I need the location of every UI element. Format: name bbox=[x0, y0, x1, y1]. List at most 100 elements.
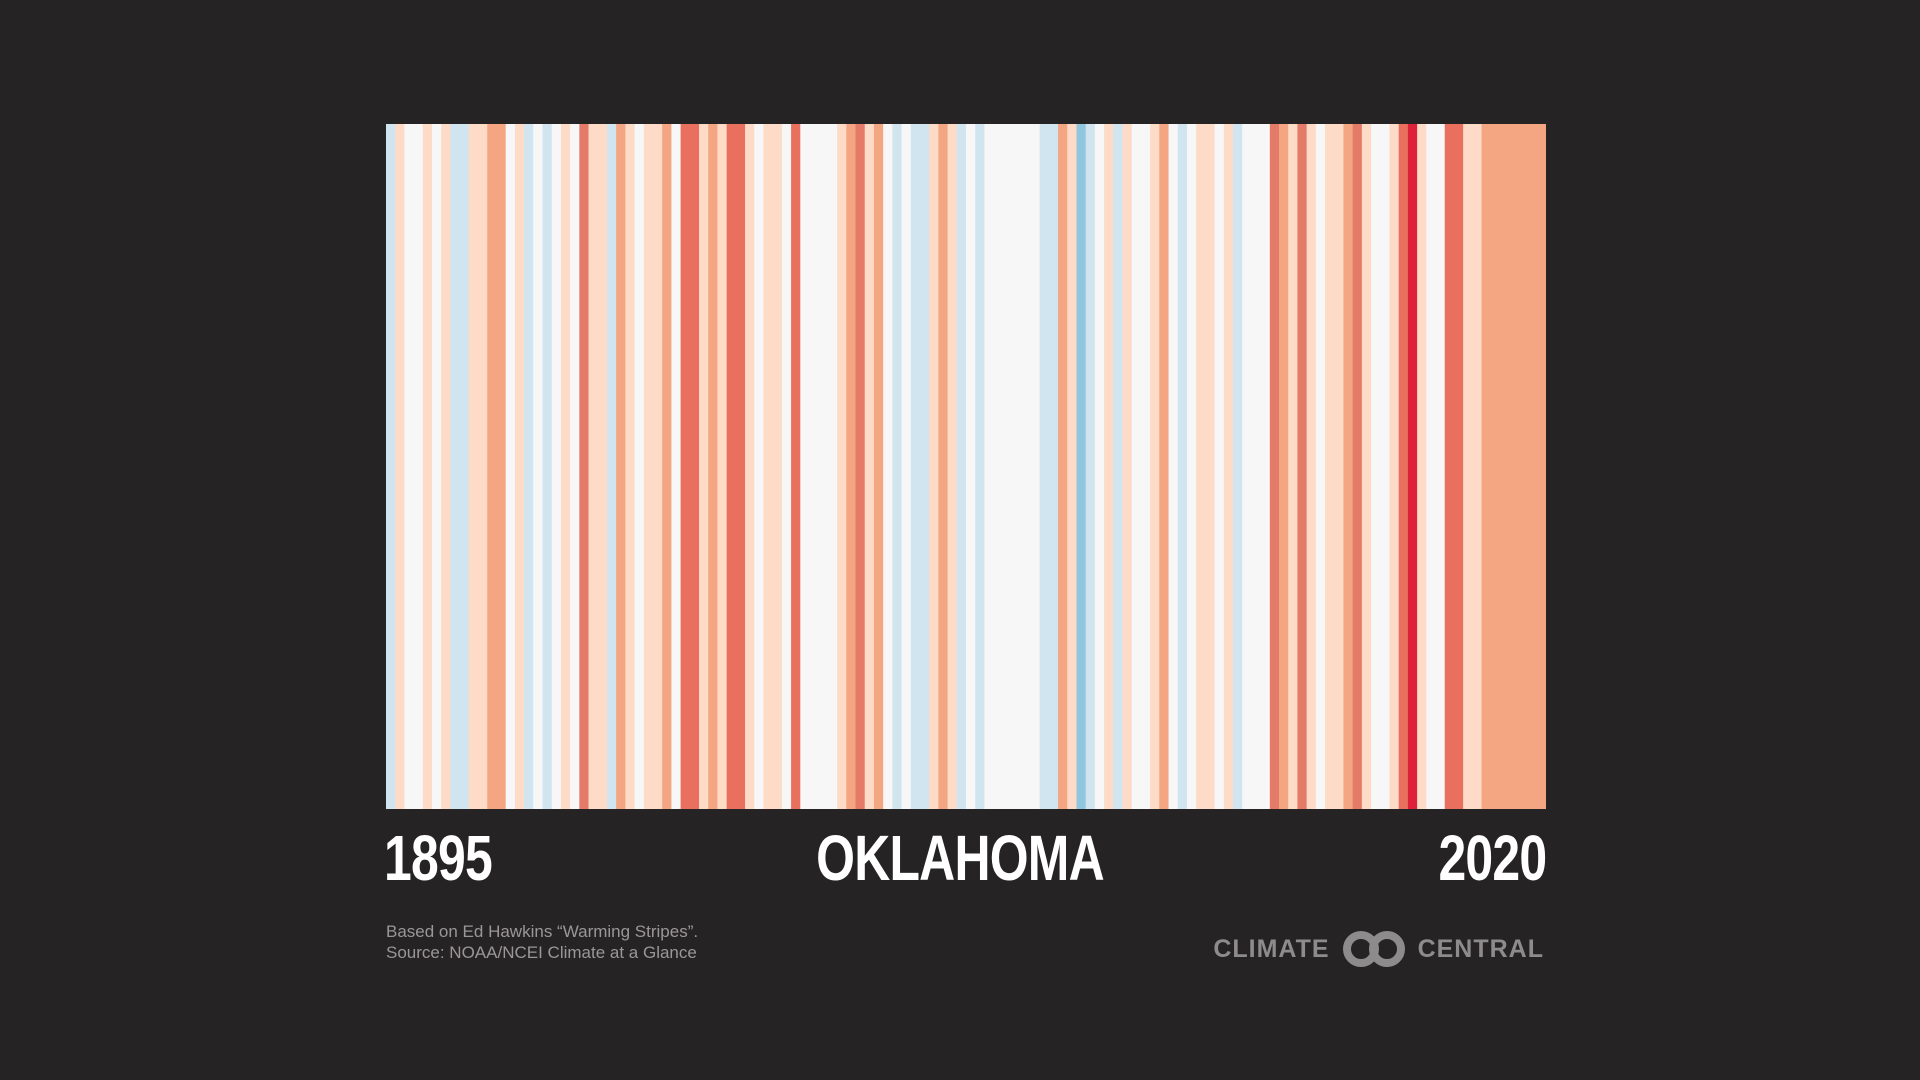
stripe-1932 bbox=[726, 124, 737, 809]
stripe-1984 bbox=[1205, 124, 1216, 809]
stripe-1924 bbox=[652, 124, 663, 809]
stripe-1945 bbox=[846, 124, 857, 809]
stripe-1966 bbox=[1039, 124, 1050, 809]
stripe-2010 bbox=[1444, 124, 1455, 809]
stripe-1970 bbox=[1076, 124, 1087, 809]
stripe-1918 bbox=[597, 124, 608, 809]
stripe-1908 bbox=[505, 124, 516, 809]
stripe-1895 bbox=[386, 124, 396, 809]
stripe-1943 bbox=[827, 124, 838, 809]
linked-circles-icon bbox=[1342, 931, 1405, 967]
stripe-1964 bbox=[1021, 124, 1032, 809]
stripe-1974 bbox=[1113, 124, 1124, 809]
stripe-1967 bbox=[1048, 124, 1059, 809]
stripe-1909 bbox=[514, 124, 525, 809]
stripe-1946 bbox=[855, 124, 866, 809]
stripe-1965 bbox=[1030, 124, 1041, 809]
stripe-1934 bbox=[745, 124, 755, 809]
stripe-1978 bbox=[1150, 124, 1160, 809]
stripe-2014 bbox=[1481, 124, 1492, 809]
stripe-1937 bbox=[772, 124, 783, 809]
stripe-1922 bbox=[634, 124, 645, 809]
stripe-1985 bbox=[1214, 124, 1225, 809]
stripe-1914 bbox=[560, 124, 571, 809]
credit-line: Based on Ed Hawkins “Warming Stripes”. bbox=[386, 922, 699, 941]
stripe-1992 bbox=[1279, 124, 1289, 809]
warming-stripes-chart bbox=[386, 124, 1546, 809]
stripe-1959 bbox=[975, 124, 986, 809]
stripe-1957 bbox=[956, 124, 967, 809]
stripe-1903 bbox=[459, 124, 470, 809]
stripe-1939 bbox=[791, 124, 801, 809]
stripe-1902 bbox=[450, 124, 461, 809]
stripe-2018 bbox=[1518, 124, 1529, 809]
stripe-1961 bbox=[993, 124, 1004, 809]
stripe-1975 bbox=[1122, 124, 1133, 809]
stripe-1921 bbox=[625, 124, 636, 809]
stripe-2009 bbox=[1435, 124, 1446, 809]
stripe-1986 bbox=[1223, 124, 1234, 809]
stripe-1999 bbox=[1343, 124, 1354, 809]
start-year-label: 1895 bbox=[384, 822, 493, 894]
stripe-1969 bbox=[1067, 124, 1078, 809]
stripe-1944 bbox=[837, 124, 847, 809]
stripe-1955 bbox=[938, 124, 949, 809]
stripe-1981 bbox=[1177, 124, 1188, 809]
stripe-1929 bbox=[699, 124, 709, 809]
stripe-1940 bbox=[800, 124, 811, 809]
stripe-2005 bbox=[1398, 124, 1409, 809]
end-year-label: 2020 bbox=[1438, 822, 1547, 894]
stripe-1958 bbox=[966, 124, 976, 809]
stripe-1899 bbox=[422, 124, 433, 809]
stripe-1916 bbox=[579, 124, 590, 809]
stripe-1938 bbox=[781, 124, 792, 809]
stripe-1995 bbox=[1306, 124, 1317, 809]
stripe-2012 bbox=[1463, 124, 1473, 809]
stripe-1919 bbox=[606, 124, 617, 809]
stripe-1988 bbox=[1242, 124, 1252, 809]
climate-central-logo: CLIMATE CENTRAL bbox=[1213, 926, 1544, 972]
stripe-1997 bbox=[1325, 124, 1335, 809]
stripe-1993 bbox=[1288, 124, 1299, 809]
stripe-1931 bbox=[717, 124, 728, 809]
stripe-1906 bbox=[487, 124, 498, 809]
stripe-1977 bbox=[1140, 124, 1151, 809]
stripe-1979 bbox=[1159, 124, 1170, 809]
stripe-1911 bbox=[533, 124, 544, 809]
stripe-2006 bbox=[1407, 124, 1418, 809]
stripe-1896 bbox=[395, 124, 406, 809]
stripe-1913 bbox=[551, 124, 562, 809]
stripe-1952 bbox=[910, 124, 921, 809]
stripe-1982 bbox=[1186, 124, 1197, 809]
stripe-1927 bbox=[680, 124, 691, 809]
stripe-2016 bbox=[1499, 124, 1510, 809]
stripe-1935 bbox=[754, 124, 765, 809]
stripe-1994 bbox=[1297, 124, 1308, 809]
stripe-2017 bbox=[1509, 124, 1519, 809]
stripe-1983 bbox=[1196, 124, 1206, 809]
stripe-1948 bbox=[873, 124, 884, 809]
stripe-2001 bbox=[1361, 124, 1372, 809]
stripe-1907 bbox=[496, 124, 507, 809]
stripe-1947 bbox=[864, 124, 875, 809]
stripe-1912 bbox=[542, 124, 553, 809]
stripe-1998 bbox=[1334, 124, 1345, 809]
stripe-1917 bbox=[588, 124, 599, 809]
stripe-1949 bbox=[883, 124, 893, 809]
stripe-2004 bbox=[1389, 124, 1400, 809]
stripe-1923 bbox=[643, 124, 654, 809]
stripe-1976 bbox=[1131, 124, 1142, 809]
stripe-1901 bbox=[441, 124, 452, 809]
stripe-1904 bbox=[468, 124, 479, 809]
stripe-2007 bbox=[1417, 124, 1427, 809]
stripe-1989 bbox=[1251, 124, 1262, 809]
stripe-2013 bbox=[1472, 124, 1483, 809]
stripe-1991 bbox=[1269, 124, 1280, 809]
source-credits: Based on Ed Hawkins “Warming Stripes”. S… bbox=[386, 921, 698, 963]
stripe-2003 bbox=[1380, 124, 1391, 809]
stripe-1898 bbox=[413, 124, 424, 809]
stripe-1956 bbox=[947, 124, 958, 809]
stripe-1910 bbox=[524, 124, 534, 809]
stripe-2000 bbox=[1352, 124, 1363, 809]
stripe-1915 bbox=[570, 124, 580, 809]
